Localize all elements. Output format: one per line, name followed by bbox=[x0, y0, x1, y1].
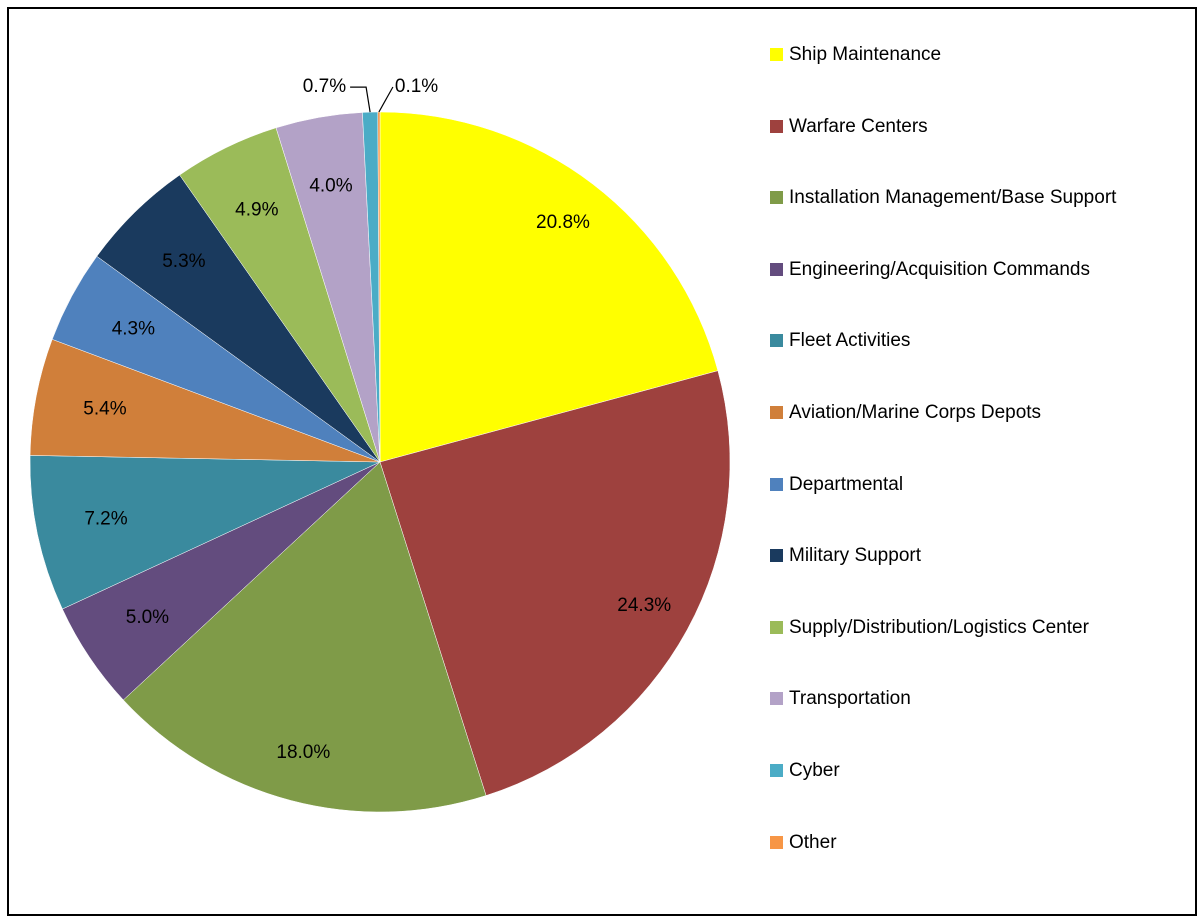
pie-slice bbox=[377, 111, 381, 463]
legend-label: Transportation bbox=[789, 688, 911, 710]
legend-swatch bbox=[770, 764, 783, 777]
legend-label: Supply/Distribution/Logistics Center bbox=[789, 616, 1089, 638]
pie-slice bbox=[29, 455, 381, 610]
pie-slice bbox=[123, 461, 487, 813]
legend-swatch bbox=[770, 48, 783, 61]
data-label: 5.4% bbox=[83, 399, 126, 420]
data-label: 0.1% bbox=[395, 76, 438, 97]
legend-entry: Ship Maintenance bbox=[770, 39, 1170, 71]
legend-entry: Transportation bbox=[770, 683, 1170, 715]
leader-line bbox=[378, 86, 394, 113]
data-label: 5.0% bbox=[126, 607, 169, 628]
legend-entry: Other bbox=[770, 827, 1170, 859]
legend-entry: Aviation/Marine Corps Depots bbox=[770, 397, 1170, 429]
legend-label: Departmental bbox=[789, 473, 904, 495]
legend-swatch bbox=[770, 262, 783, 276]
legend-swatch bbox=[770, 191, 783, 205]
data-label: 4.9% bbox=[235, 200, 278, 221]
legend-entry: Military Support bbox=[770, 540, 1170, 572]
data-label: 7.2% bbox=[84, 509, 127, 530]
legend-label: Engineering/Acquisition Commands bbox=[789, 258, 1090, 280]
legend-entry: Installation Management/Base Support bbox=[770, 182, 1170, 214]
data-label: 5.3% bbox=[162, 251, 205, 272]
legend-swatch bbox=[770, 477, 783, 491]
leader-line bbox=[350, 86, 371, 113]
data-label: 4.0% bbox=[309, 175, 352, 196]
data-label: 18.0% bbox=[276, 742, 330, 763]
legend-label: Fleet Activities bbox=[789, 330, 911, 352]
legend-swatch bbox=[770, 334, 783, 348]
data-label: 4.3% bbox=[112, 318, 155, 339]
legend-label: Aviation/Marine Corps Depots bbox=[789, 402, 1042, 423]
legend-label: Cyber bbox=[789, 760, 840, 781]
legend-swatch bbox=[770, 620, 783, 634]
legend-entry: Engineering/Acquisition Commands bbox=[770, 254, 1170, 286]
data-label: 20.8% bbox=[536, 212, 590, 233]
legend-label: Ship Maintenance bbox=[789, 44, 942, 65]
legend-entry: Supply/Distribution/Logistics Center bbox=[770, 612, 1170, 644]
legend-entry: Cyber bbox=[770, 755, 1170, 787]
legend-swatch bbox=[770, 835, 783, 849]
pie-slice bbox=[379, 111, 719, 463]
data-label: 0.7% bbox=[303, 76, 346, 97]
legend-swatch bbox=[770, 692, 783, 706]
legend-label: Other bbox=[789, 831, 837, 853]
legend-label: Warfare Centers bbox=[789, 115, 928, 137]
data-label: 24.3% bbox=[617, 595, 671, 616]
legend-swatch bbox=[770, 406, 783, 419]
pie-slice bbox=[379, 370, 731, 796]
legend-swatch bbox=[770, 119, 783, 133]
legend-entry: Departmental bbox=[770, 469, 1170, 501]
legend-swatch bbox=[770, 549, 783, 563]
legend-label: Military Support bbox=[789, 545, 921, 567]
legend-entry: Warfare Centers bbox=[770, 111, 1170, 143]
legend-entry: Fleet Activities bbox=[770, 325, 1170, 357]
legend-label: Installation Management/Base Support bbox=[789, 187, 1117, 209]
